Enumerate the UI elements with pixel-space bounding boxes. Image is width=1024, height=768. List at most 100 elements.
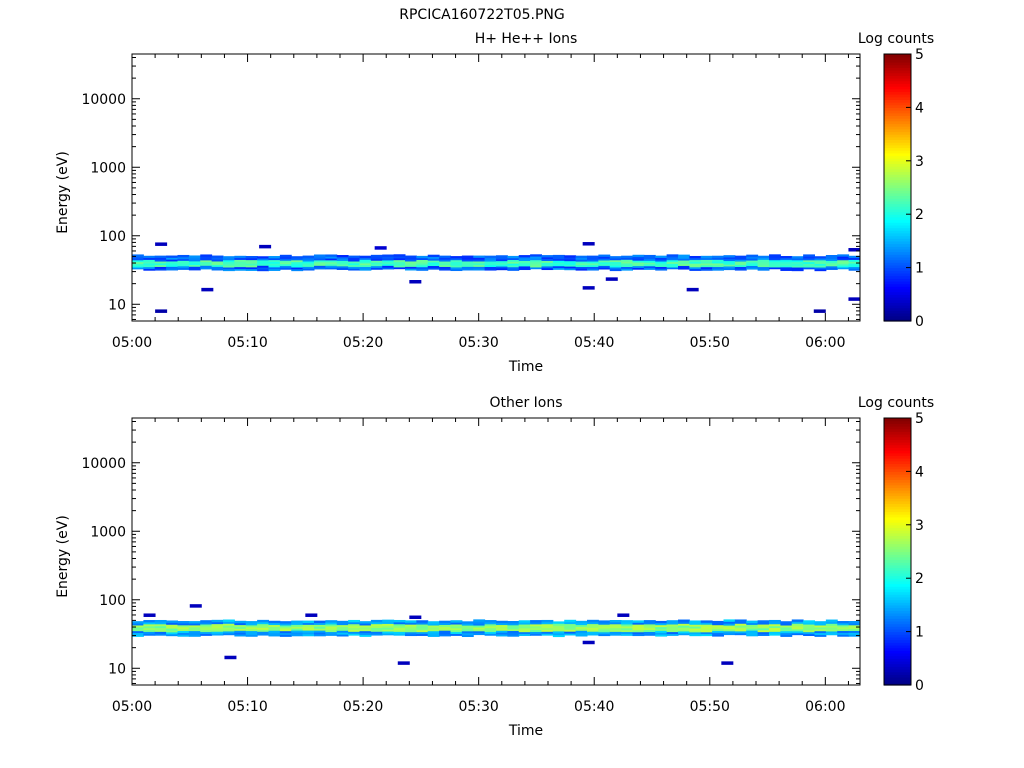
band-cell [439, 261, 451, 264]
band-cell [166, 266, 178, 269]
band-cell [302, 255, 315, 258]
band-cell [336, 267, 349, 270]
colorbar-segment [884, 578, 911, 582]
colorbar-segment [884, 524, 911, 529]
band-cell [803, 267, 815, 270]
band-cell [712, 628, 724, 631]
isolated-cell [155, 309, 168, 313]
band-cell [541, 256, 554, 260]
band-cell [473, 264, 486, 267]
band-cell [678, 258, 690, 261]
band-cell [439, 632, 451, 635]
band-cell [723, 256, 736, 260]
band-cell [825, 621, 838, 624]
band-cell [825, 632, 838, 636]
colorbar-segment [884, 254, 911, 258]
colorbar-segment [884, 452, 911, 456]
band-cell [575, 261, 588, 264]
band-cell [177, 262, 190, 265]
colorbar-segment [884, 307, 911, 311]
band-cell [530, 629, 542, 632]
colorbar-segment [884, 272, 911, 277]
band-cell [450, 625, 463, 629]
band-cell [723, 621, 736, 624]
band-cell [177, 634, 190, 637]
band-cell [450, 263, 463, 266]
band-cell [245, 630, 258, 633]
band-cell [348, 627, 360, 630]
band-cell [780, 261, 793, 264]
band-cell [791, 630, 804, 634]
band-cell [211, 633, 224, 636]
band-cell [188, 259, 201, 262]
band-cell [757, 264, 770, 268]
band-cell [621, 633, 633, 636]
band-cell [257, 619, 269, 623]
colorbar-segment [884, 176, 911, 181]
band-cell [302, 268, 315, 271]
band-cell [439, 633, 451, 637]
band-cell [825, 260, 838, 263]
band-cell [803, 629, 815, 633]
band-cell [359, 626, 372, 630]
band-cell [507, 624, 520, 628]
band-cell [825, 629, 838, 632]
band-cell [405, 629, 417, 633]
band-cell [598, 627, 611, 631]
band-cell [575, 266, 588, 269]
band-cell [564, 266, 577, 269]
band-cell [507, 263, 520, 266]
band-cell [382, 256, 395, 259]
band-cell [780, 256, 793, 259]
band-cell [780, 634, 793, 637]
band-cell [666, 631, 679, 634]
band-cell [314, 620, 326, 624]
band-cell [632, 622, 645, 625]
band-cell [348, 257, 360, 260]
band-cell [427, 260, 440, 263]
band-cell [769, 266, 781, 270]
band-cell [780, 632, 793, 636]
band-cell [791, 256, 804, 259]
band-cell [769, 619, 781, 623]
band-cell [405, 624, 417, 627]
band-cell [518, 627, 531, 631]
band-cell [427, 625, 440, 628]
band-cell [757, 627, 770, 631]
band-cell [700, 255, 713, 259]
band-cell [325, 267, 338, 270]
band-cell [746, 256, 759, 259]
colorbar-tick-label: 4 [915, 100, 924, 116]
band-cell [257, 268, 269, 272]
band-cell [632, 258, 645, 261]
colorbar-segment [884, 296, 911, 301]
colorbar-segment [884, 586, 911, 590]
band-cell [723, 623, 736, 626]
band-cell [632, 624, 645, 627]
band-cell [814, 632, 827, 635]
band-cell [268, 261, 281, 264]
band-cell [575, 268, 588, 271]
band-cell [143, 268, 156, 271]
band-cell [689, 255, 702, 259]
band-cell [564, 264, 577, 267]
band-cell [609, 256, 622, 259]
colorbar-segment [884, 206, 911, 210]
band-cell [496, 634, 508, 637]
colorbar-segment [884, 56, 911, 60]
band-cell [370, 265, 383, 268]
band-cell [552, 260, 565, 263]
band-cell [257, 627, 269, 630]
colorbar-frame [883, 53, 912, 322]
band-cell [757, 624, 770, 627]
band-cell [757, 255, 770, 259]
band-cell [314, 630, 326, 633]
colorbar-segment [884, 275, 911, 279]
band-cell [132, 267, 144, 270]
band-cell [336, 634, 349, 637]
band-cell [678, 256, 690, 259]
colorbar-segment [884, 458, 911, 462]
colorbar-segment [884, 318, 911, 322]
colorbar-segment [884, 426, 911, 430]
band-cell [461, 266, 474, 269]
